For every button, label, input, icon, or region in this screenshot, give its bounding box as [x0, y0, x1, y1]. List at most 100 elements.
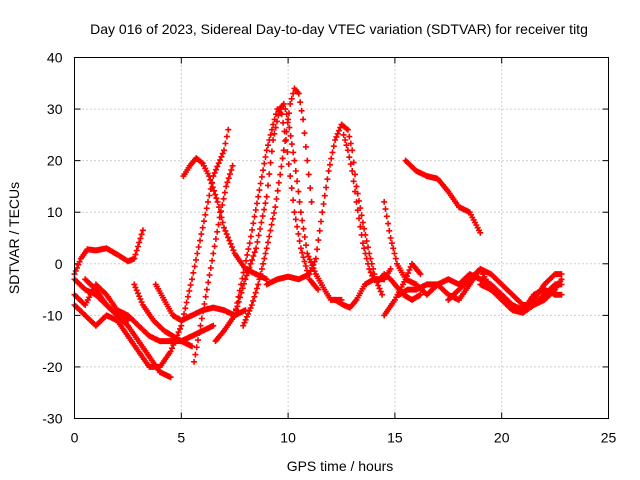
- data-point: [248, 241, 251, 245]
- data-point: [355, 200, 358, 204]
- data-point: [355, 298, 358, 302]
- data-point: [293, 87, 296, 90]
- data-point: [105, 303, 108, 307]
- data-point: [105, 247, 108, 250]
- data-point: [361, 241, 365, 245]
- data-point: [286, 275, 290, 278]
- data-point: [239, 283, 243, 286]
- data-point: [404, 278, 407, 281]
- data-point: [340, 298, 343, 302]
- data-point: [148, 334, 151, 338]
- y-tick-label: -10: [42, 307, 62, 323]
- data-point: [265, 278, 268, 281]
- data-point: [383, 278, 386, 281]
- data-point: [126, 314, 130, 317]
- data-point: [271, 123, 275, 126]
- data-point: [116, 314, 119, 317]
- data-point: [333, 138, 337, 142]
- data-point: [199, 324, 202, 327]
- data-point: [148, 355, 151, 358]
- data-point: [116, 319, 119, 322]
- series-arc-15: [332, 265, 394, 311]
- data-point: [447, 293, 450, 296]
- x-tick-label: 10: [280, 430, 296, 446]
- x-tick-label: 0: [71, 430, 79, 446]
- data-point: [158, 370, 162, 374]
- y-tick-label: 10: [47, 204, 63, 220]
- data-point: [212, 324, 215, 327]
- data-point: [250, 303, 253, 307]
- x-tick-label: 20: [494, 430, 510, 446]
- plot-frame: [74, 57, 609, 419]
- data-point: [86, 248, 89, 251]
- data-point: [415, 283, 418, 286]
- data-point: [500, 293, 503, 296]
- x-tick-label: 25: [601, 430, 617, 446]
- data-point: [83, 303, 87, 307]
- data-point: [141, 303, 145, 307]
- data-point: [310, 200, 313, 204]
- data-point: [393, 298, 397, 302]
- data-point: [163, 329, 166, 333]
- data-point: [489, 272, 493, 276]
- data-point: [415, 288, 418, 291]
- data-point: [180, 319, 183, 322]
- data-point: [543, 283, 546, 286]
- data-point: [415, 169, 418, 173]
- data-point: [389, 278, 392, 281]
- data-point: [543, 288, 546, 291]
- data-point: [154, 283, 157, 286]
- data-point: [205, 288, 209, 291]
- data-point: [553, 288, 557, 291]
- series-arc-09: [191, 162, 236, 365]
- data-point: [489, 288, 493, 291]
- data-point: [137, 350, 140, 353]
- data-point: [500, 283, 503, 286]
- data-point: [224, 185, 228, 188]
- data-point: [361, 221, 365, 224]
- series-arc-10: [212, 100, 345, 345]
- data-point: [171, 334, 174, 338]
- data-point: [560, 278, 563, 281]
- data-point: [308, 278, 311, 281]
- series-markers: [263, 121, 386, 298]
- data-point: [216, 200, 219, 204]
- y-tick-label: 40: [47, 50, 63, 66]
- data-point: [333, 298, 337, 302]
- data-point: [447, 298, 450, 302]
- data-point: [116, 309, 119, 312]
- data-point: [233, 252, 236, 255]
- data-point: [190, 314, 194, 317]
- data-point: [133, 257, 136, 260]
- data-point: [227, 128, 230, 131]
- data-point: [327, 169, 330, 173]
- data-point: [425, 174, 429, 178]
- data-point: [306, 159, 309, 162]
- data-point: [222, 149, 226, 152]
- data-point: [214, 339, 217, 343]
- data-point: [276, 107, 279, 111]
- data-point: [321, 211, 324, 214]
- data-point: [447, 190, 450, 193]
- data-point: [425, 283, 429, 286]
- data-point: [222, 329, 226, 333]
- series-arc-19: [402, 157, 484, 236]
- data-point: [511, 309, 514, 312]
- data-point: [306, 252, 309, 255]
- series-markers: [71, 227, 146, 278]
- series-arc-06: [131, 281, 195, 350]
- data-point: [94, 324, 98, 327]
- data-point: [190, 278, 194, 281]
- data-point: [468, 278, 471, 281]
- data-point: [521, 309, 525, 312]
- data-point: [280, 113, 283, 116]
- data-point: [256, 195, 260, 198]
- data-point: [368, 267, 371, 271]
- data-point: [457, 205, 461, 209]
- data-point: [231, 164, 234, 167]
- data-point: [222, 226, 226, 229]
- data-point: [256, 283, 260, 286]
- series-arc-11: [231, 106, 321, 319]
- data-point: [397, 293, 401, 296]
